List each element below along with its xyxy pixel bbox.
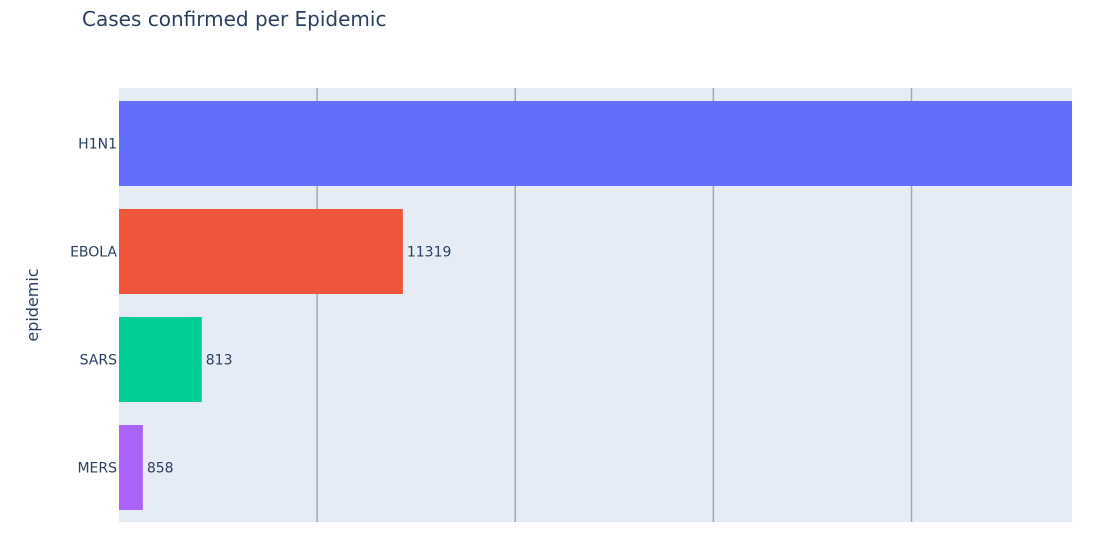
bar-h1n1[interactable]	[119, 101, 1072, 186]
y-tick-label-sars: SARS	[80, 353, 117, 369]
bar-ebola[interactable]	[119, 209, 403, 294]
y-tick-label-ebola: EBOLA	[70, 245, 117, 261]
y-tick-labels: H1N1 EBOLA SARS MERS	[70, 137, 117, 477]
y-axis-title: epidemic	[23, 268, 42, 341]
data-label-mers: 858	[147, 461, 174, 477]
chart-title: Cases confirmed per Epidemic	[82, 7, 386, 31]
data-label-ebola: 11319	[407, 245, 452, 261]
y-tick-label-h1n1: H1N1	[78, 137, 117, 153]
y-tick-label-mers: MERS	[77, 461, 117, 477]
bar-mers[interactable]	[119, 425, 143, 510]
bar-sars[interactable]	[119, 317, 202, 402]
data-labels: 11319 813 858	[147, 245, 452, 477]
bars	[119, 101, 1072, 510]
data-label-sars: 813	[206, 353, 233, 369]
